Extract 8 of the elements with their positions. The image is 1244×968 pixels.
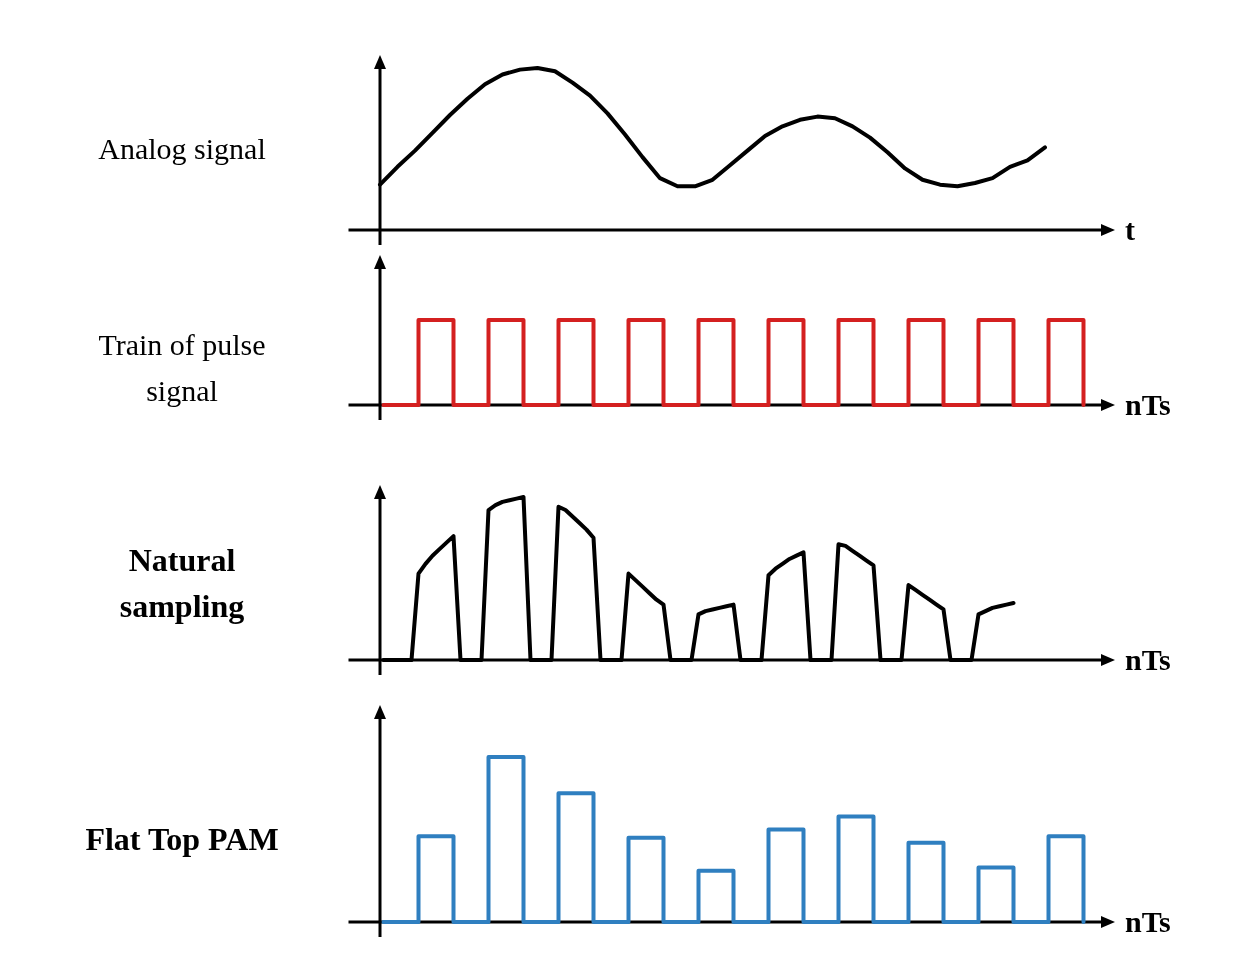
x-axis-title: nTs: [1125, 388, 1171, 421]
x-axis-title: nTs: [1125, 905, 1171, 938]
y-axis-title: Flat Top PAM: [85, 820, 279, 857]
y-axis-title: Analog signal: [98, 132, 266, 165]
x-axis-title: nTs: [1125, 643, 1171, 676]
x-axis-title: t: [1125, 213, 1135, 246]
y-axis-title: Train of pulse signal: [98, 327, 266, 407]
y-axis-title: Natural sampling: [119, 541, 245, 624]
